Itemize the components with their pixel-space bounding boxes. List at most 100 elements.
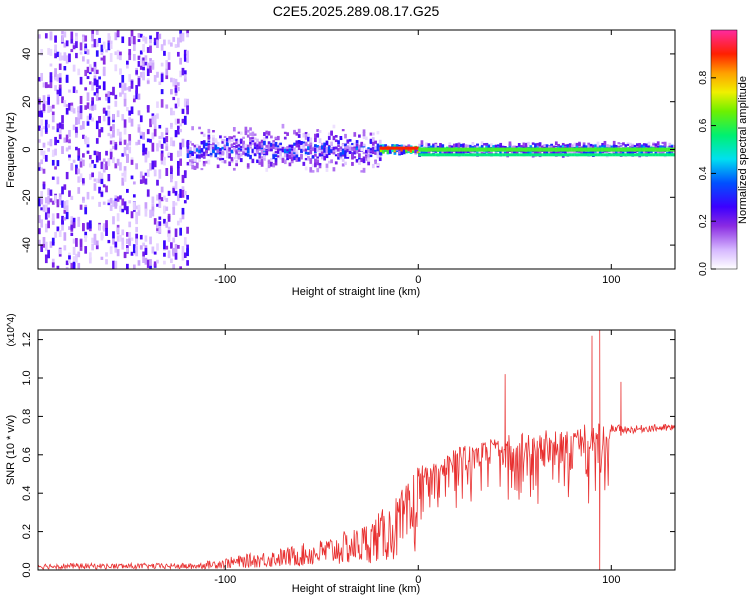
heatmap-cell xyxy=(626,153,630,157)
heatmap-cell xyxy=(86,222,90,230)
heatmap-cell xyxy=(105,252,108,257)
heatmap-cell xyxy=(620,147,624,152)
heatmap-cell xyxy=(344,147,347,152)
heatmap-cell xyxy=(212,137,215,142)
heatmap-cell xyxy=(587,144,591,149)
heatmap-cell xyxy=(384,144,388,149)
heatmap-cell xyxy=(444,147,448,152)
heatmap-cell xyxy=(137,55,141,60)
heatmap-cell xyxy=(77,219,81,227)
heatmap-cell xyxy=(279,142,283,147)
heatmap-cell xyxy=(288,148,292,152)
heatmap-cell xyxy=(100,256,104,260)
heatmap-cell xyxy=(351,146,354,150)
heatmap-cell xyxy=(77,68,81,76)
bottom-y-tick-label: 0.0 xyxy=(21,562,33,577)
heatmap-cell xyxy=(128,221,132,228)
heatmap-cell xyxy=(642,150,646,155)
heatmap-cell xyxy=(499,153,503,157)
heatmap-cell xyxy=(649,150,653,155)
heatmap-cell xyxy=(421,147,425,152)
heatmap-cell xyxy=(130,211,134,219)
heatmap-cell xyxy=(309,158,313,161)
heatmap-cell xyxy=(586,153,590,157)
heatmap-cell xyxy=(246,144,250,149)
heatmap-cell xyxy=(318,138,322,144)
heatmap-cell xyxy=(170,107,173,116)
heatmap-cell xyxy=(142,251,145,257)
heatmap-cell xyxy=(79,204,83,210)
heatmap-cell xyxy=(130,30,134,37)
heatmap-cell xyxy=(362,129,366,133)
heatmap-cell xyxy=(77,176,81,183)
heatmap-cell xyxy=(493,153,497,157)
heatmap-cell xyxy=(198,126,201,130)
heatmap-cell xyxy=(235,139,238,145)
heatmap-cell xyxy=(137,33,141,38)
heatmap-cell xyxy=(139,71,143,78)
heatmap-cell xyxy=(316,156,320,159)
heatmap-cell xyxy=(276,150,280,154)
heatmap-cell xyxy=(56,139,60,143)
heatmap-cell xyxy=(316,133,320,138)
colorbar-label: Normalized spectral amplitude xyxy=(737,76,749,224)
heatmap-cell xyxy=(42,183,46,190)
heatmap-cell xyxy=(176,125,180,135)
heatmap-cell xyxy=(93,150,97,156)
heatmap-cell xyxy=(316,145,320,148)
heatmap-cell xyxy=(260,149,264,155)
heatmap-cell xyxy=(571,147,575,152)
heatmap-cell xyxy=(444,153,448,157)
heatmap-cell xyxy=(256,144,259,148)
heatmap-cell xyxy=(114,241,118,248)
heatmap-cell xyxy=(200,168,204,171)
heatmap-cell xyxy=(107,110,111,118)
heatmap-cell xyxy=(114,94,118,100)
heatmap-cell xyxy=(286,157,289,161)
heatmap-cell xyxy=(107,116,111,126)
heatmap-cell xyxy=(434,150,438,153)
heatmap-cell xyxy=(51,217,55,225)
heatmap-cell xyxy=(121,244,125,250)
heatmap-cell xyxy=(82,178,85,184)
heatmap-cell xyxy=(226,142,229,147)
heatmap-cell xyxy=(126,87,129,91)
heatmap-cell xyxy=(188,151,192,155)
heatmap-cell xyxy=(582,144,586,149)
heatmap-cell xyxy=(597,147,601,152)
heatmap-cell xyxy=(156,179,159,186)
heatmap-cell xyxy=(63,184,67,190)
heatmap-cell xyxy=(183,170,187,179)
heatmap-cell xyxy=(673,144,675,150)
heatmap-cell xyxy=(214,144,218,149)
heatmap-cell xyxy=(623,153,627,157)
heatmap-cell xyxy=(165,127,169,133)
heatmap-cell xyxy=(344,161,347,166)
heatmap-cell xyxy=(112,200,115,207)
heatmap-cell xyxy=(135,247,139,257)
heatmap-cell xyxy=(86,137,90,146)
heatmap-cell xyxy=(364,148,368,152)
heatmap-cell xyxy=(334,161,338,165)
heatmap-cell xyxy=(82,56,85,62)
snr-series xyxy=(38,330,675,570)
heatmap-cell xyxy=(369,140,373,144)
heatmap-cell xyxy=(591,153,595,157)
heatmap-cell xyxy=(591,145,595,149)
heatmap-cell xyxy=(51,200,55,205)
heatmap-cell xyxy=(279,151,283,157)
heatmap-cell xyxy=(156,101,159,108)
heatmap-cell xyxy=(114,100,118,107)
heatmap-cell xyxy=(318,165,322,169)
heatmap-cell xyxy=(72,256,76,264)
heatmap-cell xyxy=(624,144,628,147)
heatmap-cell xyxy=(68,154,71,158)
heatmap-cell xyxy=(408,146,412,150)
heatmap-cell xyxy=(367,156,371,161)
heatmap-cell xyxy=(58,197,62,206)
heatmap-cell xyxy=(251,141,255,146)
heatmap-cell xyxy=(105,93,108,97)
heatmap-cell xyxy=(239,153,243,157)
heatmap-cell xyxy=(249,137,252,140)
heatmap-cell xyxy=(636,143,639,147)
